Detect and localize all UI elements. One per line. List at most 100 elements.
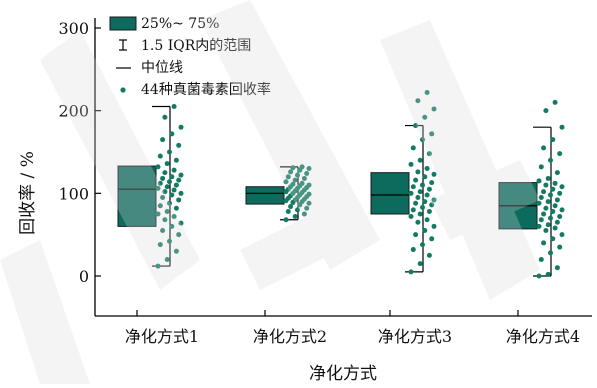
data-point — [538, 256, 544, 262]
data-point — [173, 157, 179, 163]
data-point — [422, 174, 428, 180]
data-point — [420, 137, 425, 143]
data-point — [552, 99, 558, 105]
data-point — [548, 250, 553, 256]
data-point — [162, 189, 168, 195]
data-point — [422, 114, 428, 120]
data-point — [431, 171, 437, 177]
data-point — [285, 209, 291, 215]
data-point — [167, 149, 172, 155]
data-point — [543, 108, 549, 114]
data-point — [417, 211, 423, 217]
data-point — [417, 261, 423, 267]
iqr-box — [245, 186, 285, 205]
data-point — [420, 242, 425, 248]
data-point — [413, 232, 419, 238]
data-point — [164, 161, 170, 167]
data-point — [157, 180, 163, 186]
data-point — [543, 182, 549, 188]
data-point — [306, 191, 312, 197]
data-point — [431, 197, 437, 203]
data-point — [160, 137, 166, 143]
data-point — [171, 167, 177, 173]
data-point — [162, 217, 168, 223]
y-tick-label: 200 — [58, 102, 89, 121]
data-point — [543, 205, 549, 211]
legend: 25%~ 75% 1.5 IQR内的范围 中位线 44种真菌毒素回收率 — [109, 16, 271, 98]
data-point — [288, 204, 294, 210]
data-point — [160, 194, 166, 200]
data-point — [417, 157, 423, 163]
y-axis-label: 回收率 / % — [18, 151, 38, 235]
data-point — [415, 194, 421, 200]
iqr-box — [117, 165, 157, 227]
data-point — [550, 209, 556, 215]
data-point — [290, 165, 296, 171]
data-point — [408, 269, 414, 275]
legend-label-whisker: 1.5 IQR内的范围 — [141, 37, 251, 54]
data-point — [536, 223, 542, 229]
data-point — [408, 161, 414, 167]
data-point — [171, 187, 177, 193]
data-point — [176, 232, 182, 238]
data-point — [157, 242, 163, 248]
data-point — [162, 114, 168, 120]
data-point — [155, 211, 161, 217]
data-point — [541, 189, 547, 195]
data-point — [160, 175, 166, 181]
y-tick-label: 300 — [58, 19, 89, 38]
data-point — [557, 151, 563, 157]
data-point — [538, 217, 544, 223]
data-point — [545, 175, 551, 181]
data-point — [550, 137, 556, 143]
data-point — [288, 169, 294, 175]
data-point — [176, 142, 182, 148]
data-point — [431, 106, 437, 112]
x-tick-label: 净化方式1 — [125, 327, 199, 346]
data-point — [536, 273, 542, 279]
data-point — [417, 189, 423, 195]
data-point — [164, 256, 170, 262]
data-point — [178, 220, 184, 226]
data-point — [301, 211, 307, 217]
data-point — [548, 192, 553, 198]
data-point — [548, 215, 553, 221]
data-point — [424, 192, 430, 198]
data-point — [164, 209, 170, 215]
data-point — [543, 228, 549, 234]
data-point — [429, 180, 435, 186]
data-point — [541, 240, 547, 246]
data-point — [306, 182, 312, 188]
data-point — [171, 104, 177, 110]
legend-box-swatch — [109, 16, 137, 31]
data-point — [164, 184, 170, 190]
data-point — [424, 166, 430, 172]
data-point — [550, 186, 556, 192]
data-point — [422, 199, 428, 205]
data-point — [559, 184, 565, 190]
data-point — [413, 123, 419, 129]
data-point — [420, 204, 425, 210]
data-point — [410, 145, 416, 151]
x-tick-label: 净化方式4 — [506, 327, 580, 346]
data-point — [554, 219, 560, 225]
data-point — [167, 238, 172, 244]
data-point — [552, 225, 558, 231]
data-point — [285, 174, 291, 180]
data-point — [162, 170, 168, 176]
data-point — [536, 178, 542, 184]
y-tick-label: 0 — [79, 267, 89, 286]
data-point — [169, 192, 175, 198]
data-point — [552, 180, 558, 186]
data-point — [169, 174, 175, 180]
data-point — [426, 151, 432, 157]
legend-label-median: 中位线 — [141, 60, 183, 76]
legend-label-points: 44种真菌毒素回收率 — [141, 81, 271, 98]
data-point — [422, 228, 428, 234]
data-point — [290, 181, 296, 187]
data-point — [554, 197, 560, 203]
data-point — [178, 190, 184, 196]
data-point — [420, 182, 425, 188]
